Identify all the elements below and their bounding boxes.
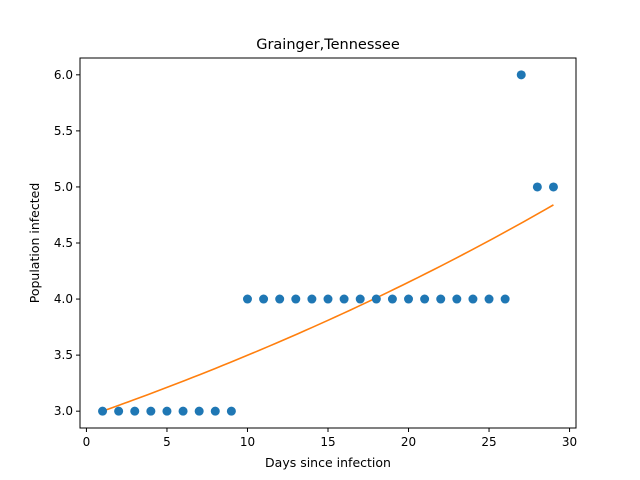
data-point [387, 294, 397, 304]
data-point [468, 294, 478, 304]
data-points [98, 70, 558, 416]
axis-ticks: 0 5 10 15 20 25 30 3.0 3.5 4.0 4.5 5.0 5.5 6.0 [54, 68, 577, 449]
data-point [420, 294, 430, 304]
data-point [178, 406, 188, 416]
y-tick-label: 6.0 [54, 68, 73, 82]
data-point [452, 294, 462, 304]
x-tick-label: 5 [163, 435, 171, 449]
chart-title: Grainger,Tennessee [256, 37, 400, 53]
x-tick-label: 15 [320, 435, 335, 449]
data-point [242, 294, 252, 304]
data-point [146, 406, 156, 416]
data-point [210, 406, 220, 416]
data-point [275, 294, 285, 304]
data-point [259, 294, 269, 304]
data-point [114, 406, 124, 416]
fit-lines [102, 204, 554, 412]
data-point [98, 406, 108, 416]
data-point [130, 406, 140, 416]
data-point [194, 406, 204, 416]
data-point [516, 70, 526, 80]
data-point [162, 406, 172, 416]
y-tick-label: 5.5 [54, 124, 73, 138]
data-point [339, 294, 349, 304]
data-point [226, 406, 236, 416]
x-tick-label: 30 [562, 435, 577, 449]
x-axis-label: Days since infection [265, 455, 391, 470]
data-point [323, 294, 333, 304]
data-point [532, 182, 542, 192]
data-point [548, 182, 558, 192]
data-point [500, 294, 510, 304]
y-tick-label: 5.0 [54, 180, 73, 194]
fit-line [102, 204, 554, 412]
data-point [291, 294, 301, 304]
x-tick-label: 0 [83, 435, 91, 449]
y-tick-label: 4.5 [54, 236, 73, 250]
y-tick-label: 3.5 [54, 348, 73, 362]
data-point [307, 294, 317, 304]
y-tick-label: 3.0 [54, 404, 73, 418]
data-point [355, 294, 365, 304]
y-axis-label: Population infected [27, 183, 42, 304]
x-tick-label: 25 [481, 435, 496, 449]
data-point [484, 294, 494, 304]
data-point [404, 294, 414, 304]
x-tick-label: 20 [401, 435, 416, 449]
data-point [436, 294, 446, 304]
plot-frame [79, 57, 577, 429]
y-tick-label: 4.0 [54, 292, 73, 306]
data-point [371, 294, 381, 304]
x-tick-label: 10 [240, 435, 255, 449]
